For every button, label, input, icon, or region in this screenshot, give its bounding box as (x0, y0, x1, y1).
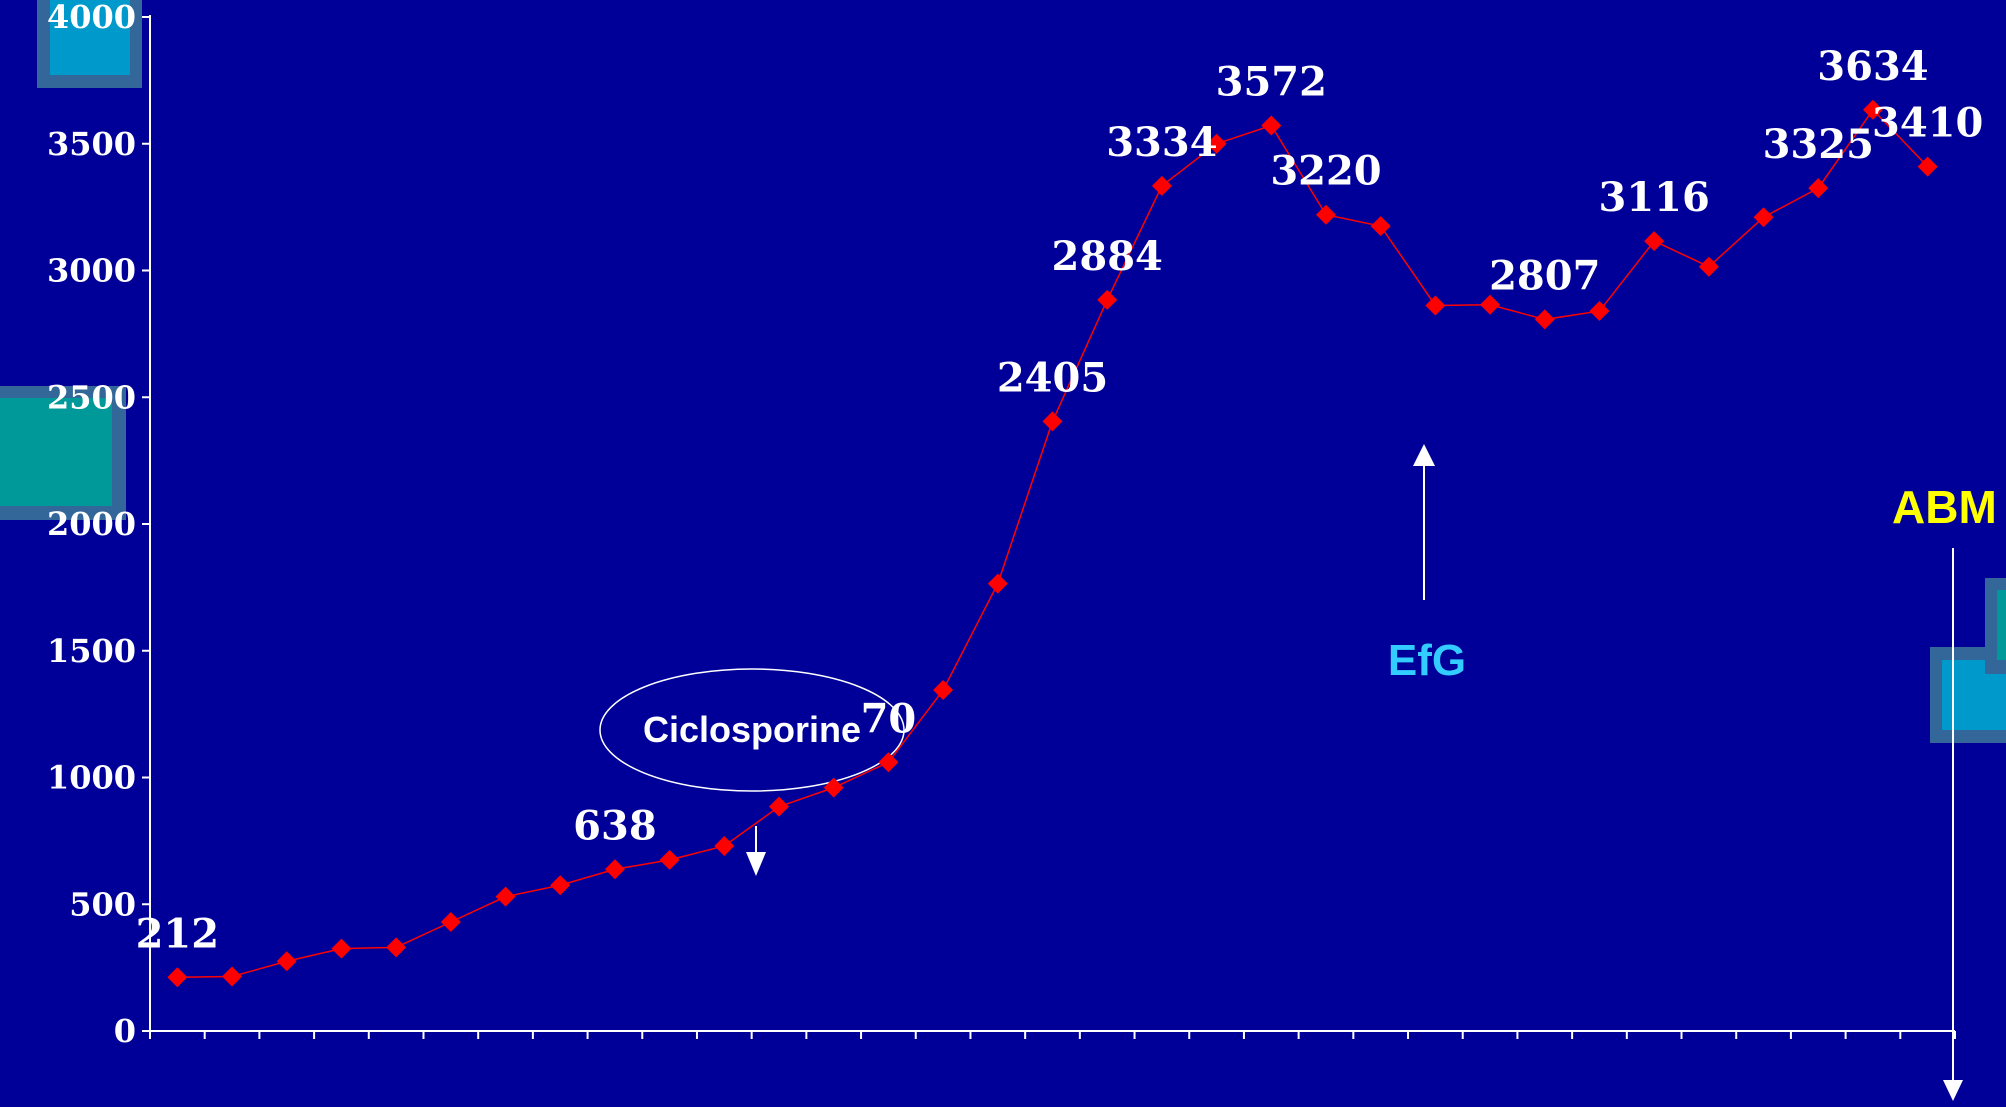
data-label: 2405 (997, 354, 1108, 401)
decor-square-right-top-inner (1997, 590, 2006, 660)
data-point-marker (1808, 178, 1829, 199)
decorative-squares (0, 0, 2006, 743)
y-tick-label: 0 (114, 1012, 136, 1050)
data-label: 2807 (1489, 252, 1600, 299)
data-point-marker (1589, 301, 1610, 322)
data-point-marker (331, 938, 352, 959)
y-tick-label: 1000 (47, 759, 136, 797)
data-point-marker (933, 680, 954, 701)
data-point-marker (1753, 207, 1774, 228)
decor-square-mid-left-inner (0, 398, 112, 506)
data-point-marker (1042, 411, 1063, 432)
data-point-marker (276, 951, 297, 972)
data-point-marker (386, 937, 407, 958)
x-ticks (149, 1031, 1956, 1039)
data-point-marker (1370, 216, 1391, 237)
data-label: 3410 (1872, 100, 1983, 147)
data-point-marker (550, 875, 571, 896)
y-tick-label: 1500 (47, 632, 136, 670)
data-label: 3572 (1216, 58, 1327, 105)
data-point-marker (222, 966, 243, 987)
decor-square-top-left-inner (50, 0, 130, 75)
data-point-marker (1644, 231, 1665, 252)
data-label: 3334 (1106, 119, 1217, 166)
data-point-marker (604, 859, 625, 880)
data-label: 3325 (1763, 121, 1874, 168)
y-tick-label: 3500 (47, 125, 136, 163)
ciclosporine-arrow-head (746, 852, 766, 876)
data-point-marker (167, 967, 188, 988)
y-tick-label: 4000 (47, 0, 136, 36)
data-point-marker (1698, 256, 1719, 277)
data-point-marker (1425, 295, 1446, 316)
data-label: 2884 (1052, 233, 1163, 280)
data-point-marker (1261, 115, 1282, 136)
data-point-marker (714, 835, 735, 856)
data-label: 3116 (1599, 174, 1710, 221)
abm-annotation: ABM (1892, 481, 1997, 1101)
efg-label: EfG (1388, 636, 1466, 685)
data-label: 638 (573, 802, 657, 849)
data-point-marker (1534, 309, 1555, 330)
data-point-marker (1206, 133, 1227, 154)
data-point-marker (1480, 294, 1501, 315)
y-tick-label: 2500 (47, 378, 136, 416)
data-point-marker (1862, 99, 1883, 120)
y-tick-label: 2000 (47, 505, 136, 543)
ciclosporine-annotation: Ciclosporine (599, 668, 905, 876)
data-point-marker (1151, 175, 1172, 196)
ciclosporine-label: Ciclosporine (643, 709, 861, 750)
data-label: 212 (136, 910, 220, 957)
data-point-marker (769, 796, 790, 817)
y-tick-label: 3000 (47, 252, 136, 290)
data-label: 3220 (1270, 148, 1381, 195)
y-ticks: 0 500 1000 1500 2000 2500 3000 3500 4000 (47, 0, 150, 1050)
data-point-marker (878, 752, 899, 773)
data-point-marker (823, 777, 844, 798)
y-tick-label: 500 (69, 885, 136, 923)
data-label: 3634 (1817, 43, 1928, 90)
data-point-marker (1097, 289, 1118, 310)
data-labels-group: 212 638 70 2405 2884 3334 3572 3220 2807 3116 3325… (136, 43, 1984, 957)
data-point-marker (987, 573, 1008, 594)
abm-label: ABM (1892, 481, 1997, 533)
data-point-marker (1315, 204, 1336, 225)
ciclosporine-ellipse (599, 668, 905, 792)
efg-arrow-head (1413, 444, 1435, 466)
data-point-marker (440, 911, 461, 932)
data-point-marker (1917, 156, 1938, 177)
abm-arrow-head (1943, 1080, 1963, 1101)
series-group (167, 99, 1938, 988)
data-point-marker (659, 849, 680, 870)
efg-annotation: EfG (1388, 444, 1466, 685)
data-point-marker (495, 886, 516, 907)
data-label: 70 (861, 695, 917, 742)
